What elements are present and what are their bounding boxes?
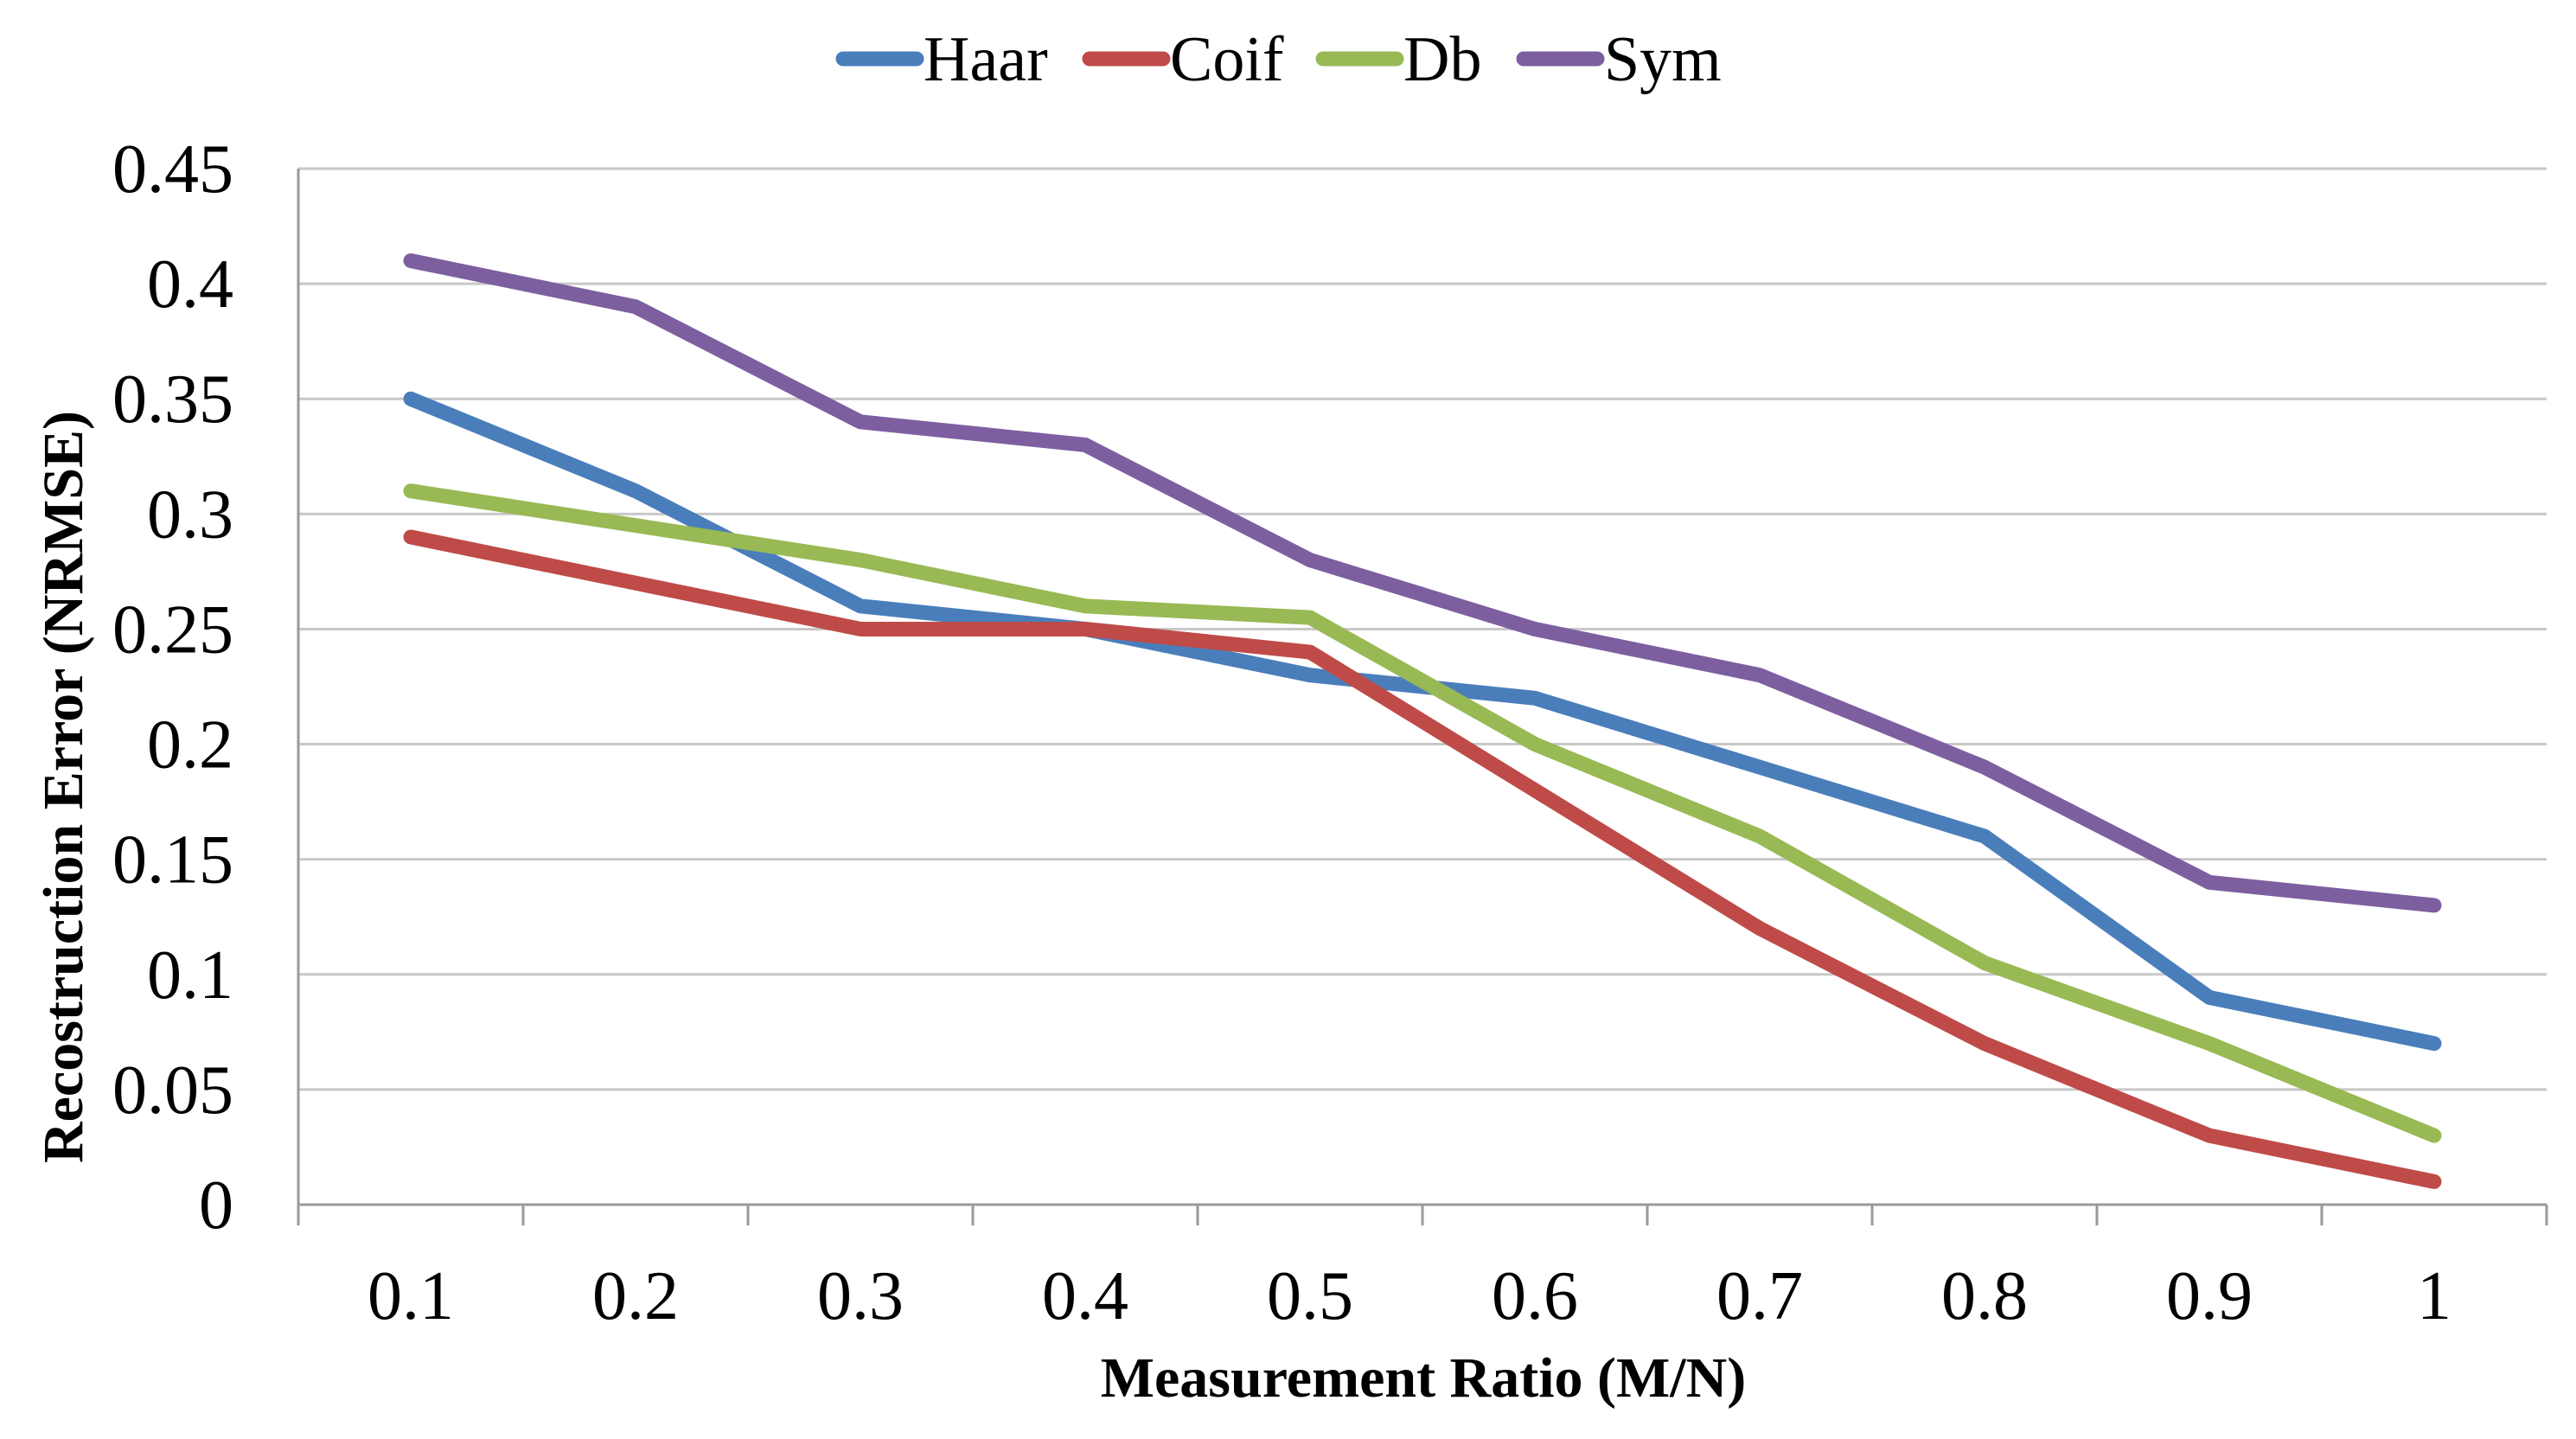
- legend: Haar Coif Db Sym: [835, 24, 1722, 95]
- x-tick-label: 0.6: [1492, 1258, 1578, 1334]
- legend-label-haar: Haar: [924, 24, 1048, 95]
- y-tick-label: 0.1: [147, 937, 233, 1014]
- y-tick-label: 0.45: [112, 131, 233, 208]
- y-tick-label: 0: [199, 1167, 233, 1244]
- x-tick-label: 0.8: [1941, 1258, 2028, 1334]
- y-tick-label: 0.05: [112, 1052, 233, 1129]
- axes: [297, 169, 2548, 1225]
- x-tick-label: 0.9: [2166, 1258, 2253, 1334]
- y-tick-label: 0.25: [112, 592, 233, 668]
- x-tick-labels: 0.1 0.2 0.3 0.4 0.5 0.6 0.7 0.8 0.9 1: [368, 1258, 2451, 1334]
- x-tick-label: 0.3: [817, 1258, 904, 1334]
- y-tick-label: 0.2: [147, 707, 233, 783]
- y-tick-label: 0.15: [112, 822, 233, 899]
- y-tick-label: 0.3: [147, 476, 233, 553]
- series-line-coif: [403, 529, 2442, 1189]
- x-tick-label: 0.2: [592, 1258, 679, 1334]
- series-line-db: [403, 483, 2442, 1143]
- legend-label-sym: Sym: [1604, 24, 1722, 95]
- x-axis-title: Measurement Ratio (M/N): [1101, 1346, 1747, 1410]
- legend-label-coif: Coif: [1170, 24, 1284, 95]
- y-tick-labels: 0 0.05 0.1 0.15 0.2 0.25 0.3 0.35 0.4 0.45: [112, 131, 233, 1244]
- x-tick-label: 0.4: [1042, 1258, 1128, 1334]
- series-lines: [403, 253, 2442, 1189]
- y-axis-title: Recostruction Error (NRMSE): [32, 411, 95, 1163]
- legend-label-db: Db: [1403, 24, 1481, 95]
- y-tick-label: 0.4: [147, 246, 233, 323]
- y-tick-label: 0.35: [112, 361, 233, 438]
- x-tick-label: 1: [2417, 1258, 2451, 1334]
- x-tick-label: 0.5: [1267, 1258, 1353, 1334]
- x-tick-label: 0.1: [368, 1258, 454, 1334]
- series-line-sym: [403, 253, 2442, 913]
- x-tick-label: 0.7: [1716, 1258, 1803, 1334]
